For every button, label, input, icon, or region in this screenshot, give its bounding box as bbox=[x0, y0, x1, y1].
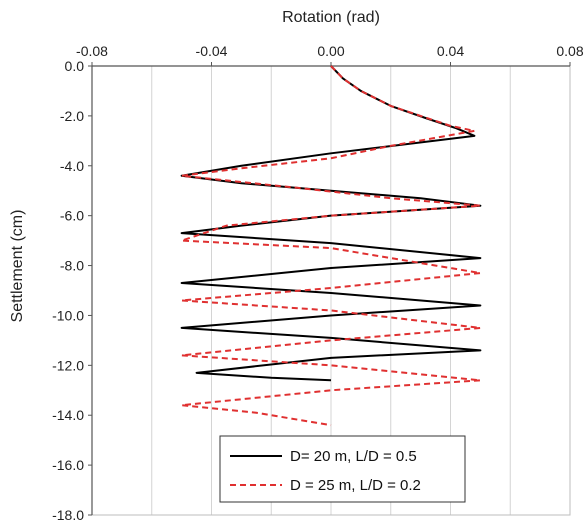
y-tick-label: -4.0 bbox=[60, 158, 84, 174]
y-tick-label: -2.0 bbox=[60, 108, 84, 124]
x-tick-label: -0.04 bbox=[196, 43, 228, 59]
legend: D= 20 m, L/D = 0.5 D = 25 m, L/D = 0.2 bbox=[219, 435, 466, 503]
y-tick-label: -8.0 bbox=[60, 258, 84, 274]
y-axis-title: Settlement (cm) bbox=[9, 210, 26, 323]
x-tick-label: -0.08 bbox=[76, 43, 108, 59]
x-axis-title: Rotation (rad) bbox=[282, 9, 380, 26]
x-tick-label: 0.08 bbox=[556, 43, 583, 59]
y-tick-label: -12.0 bbox=[52, 357, 84, 373]
series-layer bbox=[180, 65, 482, 427]
series-line-2 bbox=[180, 65, 482, 427]
legend-label-2: D = 25 m, L/D = 0.2 bbox=[290, 477, 421, 494]
x-tick-label: 0.00 bbox=[317, 43, 344, 59]
series-line-1 bbox=[180, 65, 482, 382]
y-tick-label: -14.0 bbox=[52, 407, 84, 423]
tick-labels: -0.08 -0.04 0.00 0.04 0.08 0.0 -2.0 -4.0 -6.0 -8.… bbox=[52, 43, 584, 522]
y-tick-label: -6.0 bbox=[60, 208, 84, 224]
legend-label-1: D= 20 m, L/D = 0.5 bbox=[290, 448, 417, 465]
legend-box bbox=[219, 435, 466, 503]
x-tick-label: 0.04 bbox=[437, 43, 464, 59]
y-tick-label: -18.0 bbox=[52, 507, 84, 522]
y-tick-label: -10.0 bbox=[52, 307, 84, 323]
y-tick-label: 0.0 bbox=[65, 58, 85, 74]
y-tick-label: -16.0 bbox=[52, 457, 84, 473]
